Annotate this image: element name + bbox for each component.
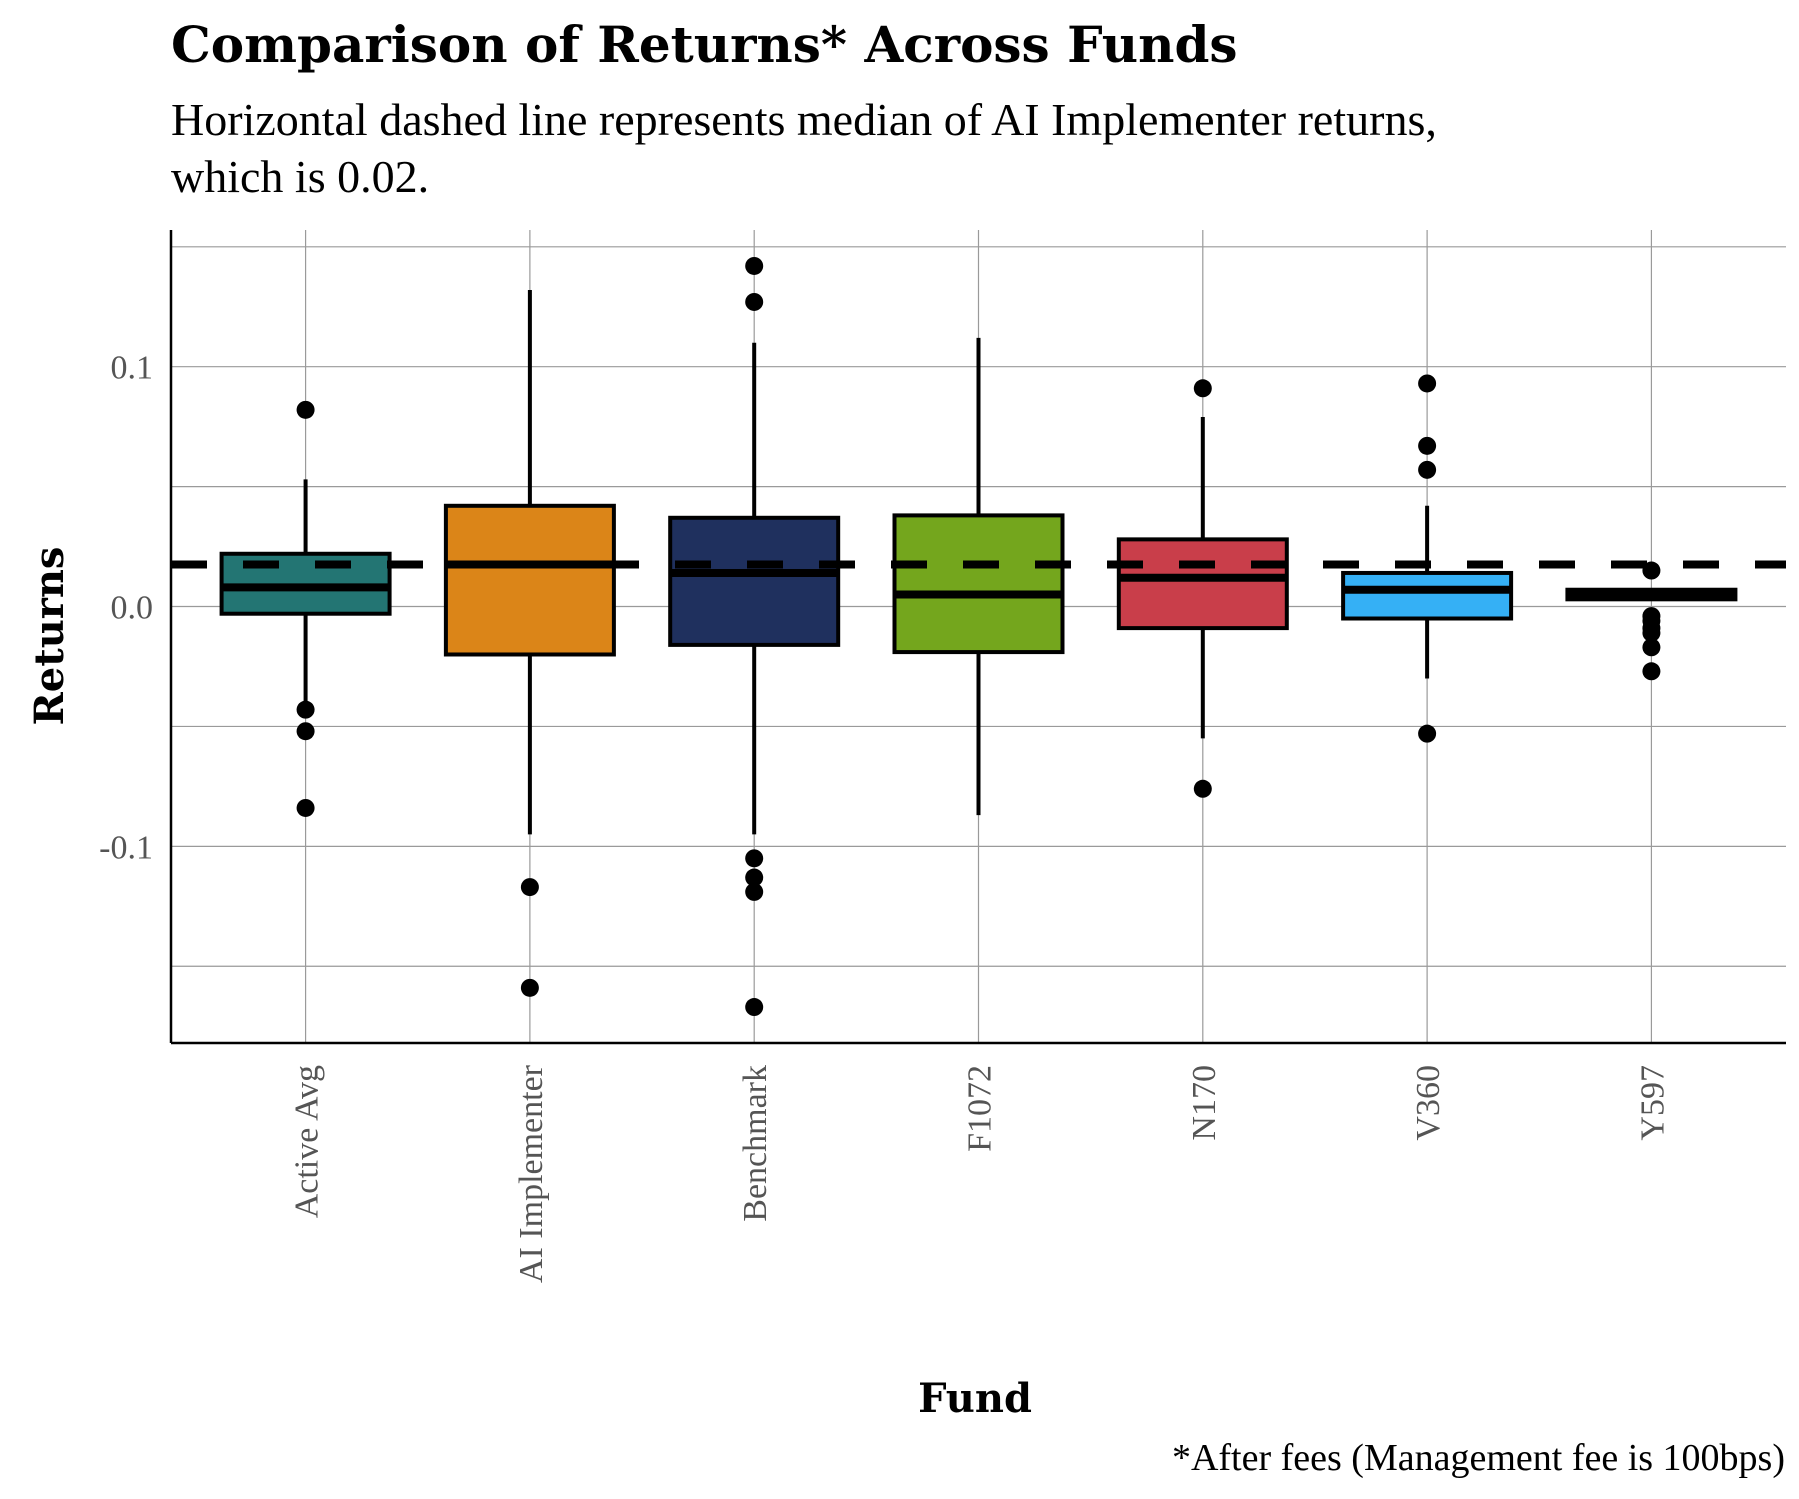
outlier-point xyxy=(745,998,764,1017)
outlier-point xyxy=(296,400,315,419)
box-v360 xyxy=(1341,374,1514,743)
y-tick-label: 0.1 xyxy=(111,350,154,387)
outlier-point xyxy=(745,882,764,901)
y-axis-title: Returns xyxy=(26,547,73,726)
outlier-point xyxy=(1193,779,1212,798)
x-tick-label: Y597 xyxy=(1634,1065,1671,1141)
chart-subtitle-line-2: which is 0.02. xyxy=(171,151,429,202)
x-tick-label: AI Implementer xyxy=(513,1064,550,1283)
x-tick-label: F1072 xyxy=(962,1065,999,1152)
outlier-point xyxy=(520,978,539,997)
outlier-point xyxy=(296,798,315,817)
outlier-point xyxy=(745,868,764,887)
x-tick-label: Benchmark xyxy=(737,1065,774,1222)
box-f1072 xyxy=(892,337,1065,816)
outlier-point xyxy=(1418,436,1437,455)
box-iqr xyxy=(443,503,616,657)
outlier-point xyxy=(745,849,764,868)
axis-layer: -0.1 0.0 0.1 Active Avg AI Implementer Benchm… xyxy=(99,230,1786,1283)
outlier-point xyxy=(1642,662,1661,681)
box-iqr xyxy=(1341,570,1514,621)
outlier-point xyxy=(296,722,315,741)
box-ai-implementer xyxy=(443,289,616,997)
chart-subtitle-line-1: Horizontal dashed line represents median… xyxy=(171,94,1437,145)
outlier-point xyxy=(745,292,764,311)
outlier-point xyxy=(296,700,315,719)
box-benchmark xyxy=(668,256,841,1017)
x-tick-label: V360 xyxy=(1410,1065,1447,1141)
chart-title: Comparison of Returns* Across Funds xyxy=(171,15,1238,74)
outlier-point xyxy=(1418,374,1437,393)
box-layer xyxy=(219,256,1738,1017)
box-y597 xyxy=(1565,561,1738,681)
chart-caption: *After fees (Management fee is 100bps) xyxy=(1172,1437,1785,1479)
outlier-point xyxy=(520,878,539,897)
outlier-point xyxy=(1418,724,1437,743)
box-n170 xyxy=(1116,379,1289,798)
outlier-point xyxy=(1418,460,1437,479)
outlier-point xyxy=(1193,379,1212,398)
y-tick-label: 0.0 xyxy=(111,590,154,627)
x-tick-label: N170 xyxy=(1186,1065,1223,1141)
y-tick-label: -0.1 xyxy=(99,829,153,866)
x-tick-label: Active Avg xyxy=(289,1065,326,1218)
outlier-point xyxy=(1642,638,1661,657)
box-iqr xyxy=(1116,537,1289,631)
box-iqr xyxy=(892,513,1065,655)
x-axis-title: Fund xyxy=(918,1375,1032,1422)
box-iqr xyxy=(668,515,841,647)
outlier-point xyxy=(745,256,764,275)
outlier-point xyxy=(1642,623,1661,642)
